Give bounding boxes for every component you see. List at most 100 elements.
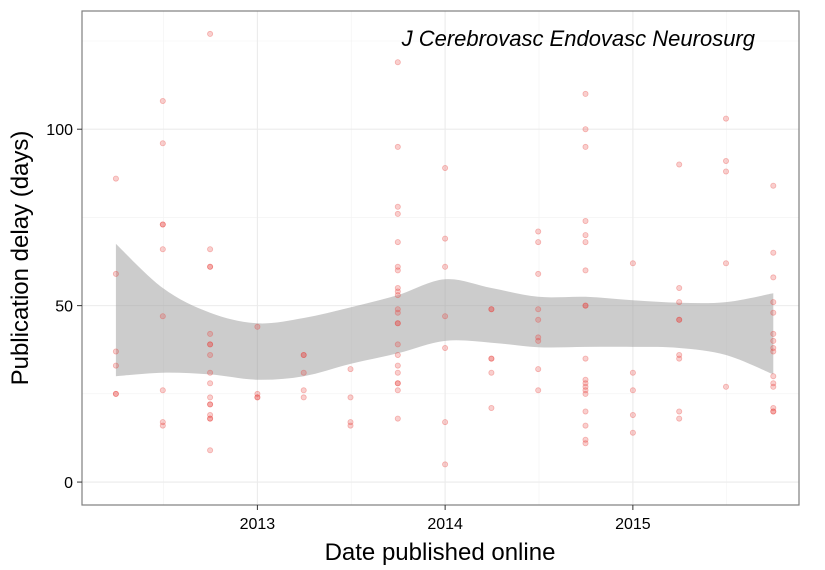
- data-point: [207, 351, 214, 358]
- data-point: [394, 320, 401, 327]
- data-point: [488, 404, 495, 411]
- data-point: [770, 383, 777, 390]
- data-point: [394, 239, 401, 246]
- data-point: [535, 334, 542, 341]
- data-point: [159, 140, 166, 147]
- data-point: [394, 203, 401, 210]
- data-point: [394, 362, 401, 369]
- data-point: [207, 447, 214, 454]
- data-point: [394, 341, 401, 348]
- data-point: [254, 394, 261, 401]
- data-point: [394, 292, 401, 299]
- plot-panel-background: [82, 11, 799, 505]
- data-point: [207, 401, 214, 408]
- data-point: [207, 394, 214, 401]
- data-point: [159, 98, 166, 105]
- data-point: [582, 390, 589, 397]
- data-point: [112, 390, 119, 397]
- data-points: [112, 30, 777, 468]
- data-point: [582, 217, 589, 224]
- data-point: [442, 263, 449, 270]
- data-point: [207, 415, 214, 422]
- data-point: [582, 302, 589, 309]
- data-point: [770, 380, 777, 387]
- data-point: [300, 387, 307, 394]
- data-point: [770, 337, 777, 344]
- data-point: [394, 210, 401, 217]
- plot-panel-border: [81, 10, 800, 506]
- x-axis: 2013 2014 2015: [240, 505, 651, 533]
- x-tick-label: 2013: [240, 516, 276, 533]
- data-point: [770, 309, 777, 316]
- data-point: [159, 313, 166, 320]
- data-point: [770, 408, 777, 415]
- data-point: [300, 351, 307, 358]
- chart-annotation: J Cerebrovasc Endovasc Neurosurg: [401, 26, 756, 51]
- data-point: [394, 380, 401, 387]
- data-point: [723, 260, 730, 267]
- data-point: [394, 263, 401, 270]
- data-point: [442, 344, 449, 351]
- confidence-band: [115, 243, 774, 380]
- data-point: [535, 366, 542, 373]
- data-point: [442, 313, 449, 320]
- data-point: [394, 369, 401, 376]
- data-point: [159, 422, 166, 429]
- data-point: [488, 369, 495, 376]
- data-point: [112, 362, 119, 369]
- data-point: [535, 337, 542, 344]
- data-point: [770, 274, 777, 281]
- data-point: [535, 228, 542, 235]
- data-point: [300, 369, 307, 376]
- data-point: [347, 366, 354, 373]
- data-point: [254, 390, 261, 397]
- y-tick-label: 100: [46, 122, 73, 139]
- data-point: [207, 263, 214, 270]
- data-point: [770, 408, 777, 415]
- data-point: [207, 415, 214, 422]
- data-point: [676, 161, 683, 168]
- data-point: [582, 380, 589, 387]
- data-point: [207, 411, 214, 418]
- data-point: [207, 246, 214, 253]
- y-tick-label: 0: [64, 475, 73, 492]
- data-point: [488, 355, 495, 362]
- data-point: [629, 429, 636, 436]
- data-point: [254, 323, 261, 330]
- data-point: [394, 267, 401, 274]
- data-point: [394, 306, 401, 313]
- data-point: [442, 235, 449, 242]
- data-point: [159, 221, 166, 228]
- data-point: [207, 341, 214, 348]
- data-point: [535, 239, 542, 246]
- y-axis-title: Publication delay (days): [7, 131, 34, 386]
- data-point: [442, 419, 449, 426]
- data-point: [723, 168, 730, 175]
- data-point: [582, 143, 589, 150]
- data-point: [582, 126, 589, 133]
- data-point: [629, 260, 636, 267]
- data-point: [582, 355, 589, 362]
- data-point: [676, 316, 683, 323]
- data-point: [535, 387, 542, 394]
- data-point: [394, 309, 401, 316]
- data-point: [159, 221, 166, 228]
- data-point: [394, 380, 401, 387]
- x-tick-label: 2015: [615, 516, 651, 533]
- data-point: [770, 348, 777, 355]
- confidence-band-area: [115, 243, 774, 380]
- y-axis: 0 50 100: [46, 122, 82, 492]
- data-point: [207, 30, 214, 37]
- data-point: [207, 401, 214, 408]
- data-point: [723, 115, 730, 122]
- data-point: [770, 182, 777, 189]
- data-point: [770, 404, 777, 411]
- data-point: [442, 164, 449, 171]
- data-point: [676, 355, 683, 362]
- data-point: [676, 316, 683, 323]
- data-point: [582, 302, 589, 309]
- data-point: [723, 157, 730, 164]
- data-point: [394, 351, 401, 358]
- data-point: [207, 341, 214, 348]
- data-point: [394, 288, 401, 295]
